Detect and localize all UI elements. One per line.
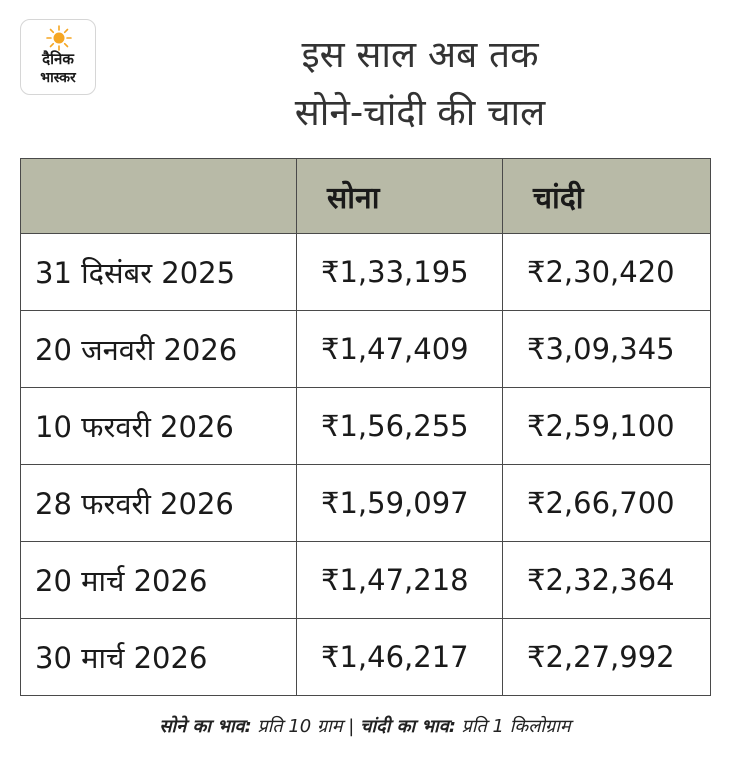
header-silver: चांदी — [502, 158, 711, 234]
row-silver-price: ₹2,30,420 — [502, 233, 711, 311]
table-row: 28 फरवरी 2026 ₹1,59,097 ₹2,66,700 — [20, 464, 711, 542]
row-gold-price: ₹1,47,409 — [296, 310, 503, 388]
page-title: इस साल अब तक सोने-चांदी की चाल — [110, 26, 730, 142]
logo-line1: दैनिक — [42, 50, 74, 68]
header-gold: सोना — [296, 158, 503, 234]
title-line2: सोने-चांदी की चाल — [294, 91, 546, 134]
row-gold-price: ₹1,46,217 — [296, 618, 503, 696]
gold-rate-label: सोने का भाव: — [159, 716, 252, 737]
table-row: 20 मार्च 2026 ₹1,47,218 ₹2,32,364 — [20, 541, 711, 619]
logo-line2: भास्कर — [40, 70, 76, 86]
row-date: 10 फरवरी 2026 — [20, 387, 297, 465]
title-line1: इस साल अब तक — [301, 33, 539, 76]
header-date — [20, 158, 297, 234]
sun-icon — [46, 25, 72, 51]
row-date: 20 मार्च 2026 — [20, 541, 297, 619]
table-row: 30 मार्च 2026 ₹1,46,217 ₹2,27,992 — [20, 618, 711, 696]
table-row: 31 दिसंबर 2025 ₹1,33,195 ₹2,30,420 — [20, 233, 711, 311]
row-gold-price: ₹1,59,097 — [296, 464, 503, 542]
footnote: सोने का भाव: प्रति 10 ग्राम | चांदी का भ… — [0, 714, 730, 738]
row-gold-price: ₹1,47,218 — [296, 541, 503, 619]
table-header-row: सोना चांदी — [20, 158, 711, 234]
row-date: 31 दिसंबर 2025 — [20, 233, 297, 311]
row-silver-price: ₹2,66,700 — [502, 464, 711, 542]
price-table: सोना चांदी 31 दिसंबर 2025 ₹1,33,195 ₹2,3… — [20, 158, 711, 696]
row-silver-price: ₹2,27,992 — [502, 618, 711, 696]
row-silver-price: ₹3,09,345 — [502, 310, 711, 388]
gold-rate-unit: प्रति 10 ग्राम | — [251, 716, 361, 737]
row-gold-price: ₹1,33,195 — [296, 233, 503, 311]
row-date: 30 मार्च 2026 — [20, 618, 297, 696]
row-silver-price: ₹2,59,100 — [502, 387, 711, 465]
silver-rate-label: चांदी का भाव: — [360, 716, 456, 737]
dainik-bhaskar-logo: दैनिक भास्कर — [20, 19, 96, 95]
table-row: 10 फरवरी 2026 ₹1,56,255 ₹2,59,100 — [20, 387, 711, 465]
silver-rate-unit: प्रति 1 किलोग्राम — [455, 716, 571, 737]
row-date: 28 फरवरी 2026 — [20, 464, 297, 542]
row-silver-price: ₹2,32,364 — [502, 541, 711, 619]
table-row: 20 जनवरी 2026 ₹1,47,409 ₹3,09,345 — [20, 310, 711, 388]
row-gold-price: ₹1,56,255 — [296, 387, 503, 465]
row-date: 20 जनवरी 2026 — [20, 310, 297, 388]
